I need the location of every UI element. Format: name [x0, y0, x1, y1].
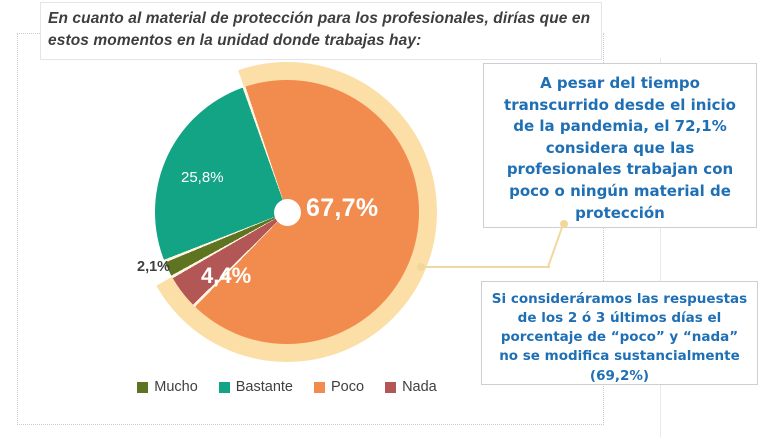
pie-center-hole [274, 199, 301, 226]
legend-item-bastante: Bastante [218, 379, 294, 395]
legend-swatch-bastante [218, 381, 230, 393]
callout-box-recent-days: Si consideráramos las respuestas de los … [481, 281, 758, 385]
legend-label-poco: Poco [331, 379, 365, 395]
legend-swatch-nada [385, 381, 397, 393]
legend-label-nada: Nada [402, 379, 437, 395]
question-title: En cuanto al material de protección para… [48, 10, 591, 49]
chart-legend: Mucho Bastante Poco Nada [87, 379, 487, 395]
legend-item-mucho: Mucho [137, 379, 198, 395]
legend-swatch-poco [314, 381, 326, 393]
slice-label-nada: 4,4% [201, 263, 252, 288]
legend-label-mucho: Mucho [154, 379, 198, 395]
connector-dot-pie [417, 263, 425, 271]
connector-line-horizontal [424, 266, 550, 268]
layout-guide-line [660, 58, 661, 437]
legend-item-nada: Nada [385, 379, 437, 395]
slice-label-poco: 67,7% [306, 194, 379, 222]
slice-label-mucho: 2,1% [137, 259, 171, 275]
legend-label-bastante: Bastante [235, 379, 294, 395]
slice-label-bastante: 25,8% [181, 169, 224, 186]
legend-swatch-mucho [137, 381, 149, 393]
legend-item-poco: Poco [314, 379, 364, 395]
question-title-box: En cuanto al material de protección para… [40, 2, 602, 60]
callout-box-summary: A pesar del tiempo transcurrido desde el… [483, 63, 757, 228]
connector-dot-callout [560, 220, 568, 228]
